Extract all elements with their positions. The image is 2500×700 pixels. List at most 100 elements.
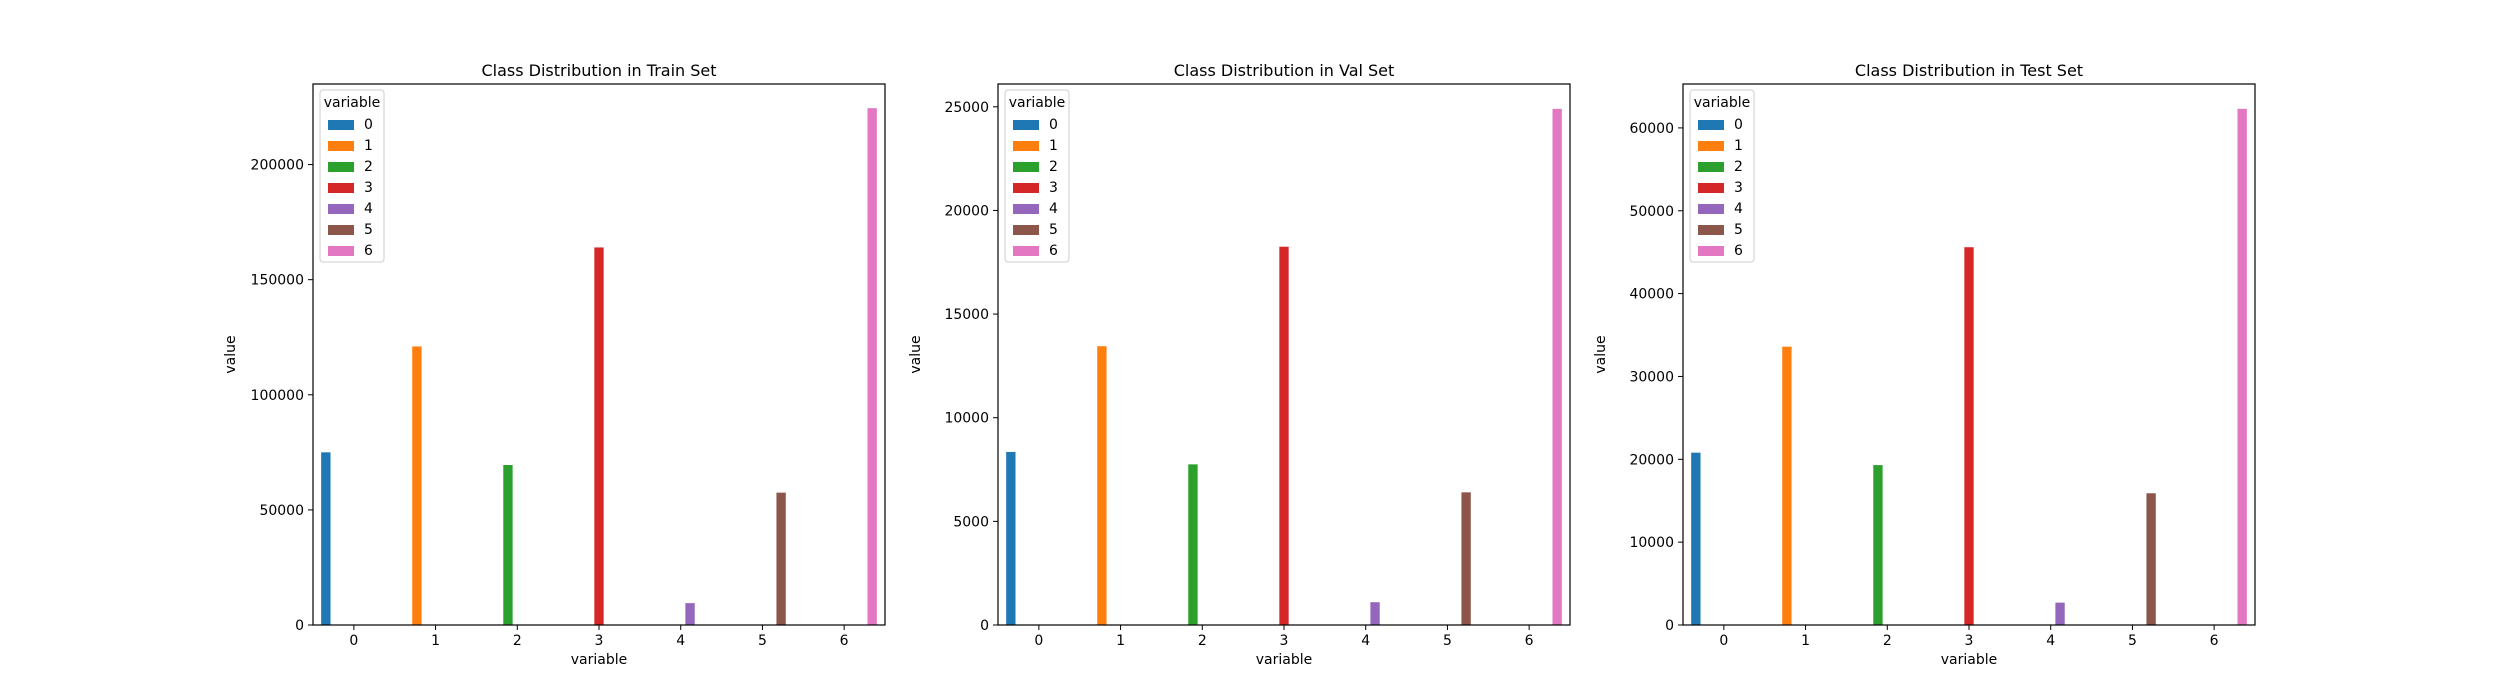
- legend-label: 6: [1734, 243, 1743, 259]
- y-tick-label: 200000: [251, 158, 304, 174]
- legend-swatch-5: [328, 225, 354, 235]
- y-tick-label: 150000: [251, 273, 304, 289]
- x-tick-label: 5: [2128, 633, 2137, 649]
- bar-6: [1552, 108, 1562, 626]
- legend-swatch-3: [328, 183, 354, 193]
- y-tick-label: 15000: [944, 307, 989, 323]
- legend-label: 5: [1049, 222, 1058, 238]
- bar-4: [1370, 602, 1380, 625]
- legend: variable 0 1 2 3 4 5 6: [319, 89, 385, 263]
- legend-swatch-0: [1013, 120, 1039, 130]
- legend-label: 4: [1049, 201, 1058, 217]
- legend-swatch-2: [1013, 162, 1039, 172]
- legend-title: variable: [1009, 95, 1065, 111]
- legend-swatch-1: [328, 141, 354, 151]
- legend-label: 1: [364, 138, 373, 154]
- legend-swatch-3: [1698, 183, 1724, 193]
- chart-title: Class Distribution in Val Set: [1174, 61, 1395, 80]
- legend-swatch-4: [1013, 204, 1039, 214]
- y-tick-label: 0: [980, 618, 989, 634]
- bar-3: [594, 247, 604, 625]
- x-tick-label: 3: [1280, 633, 1289, 649]
- y-tick-label: 40000: [1629, 287, 1674, 303]
- y-axis-label: value: [1593, 335, 1609, 373]
- legend-label: 4: [364, 201, 373, 217]
- legend: variable 0 1 2 3 4 5 6: [1004, 89, 1070, 263]
- y-tick-label: 10000: [944, 411, 989, 427]
- chart-panel-2: 0 1 2 3 4 5 6 0 10000 20000 30000 40000 50000 60000 Cl…: [1593, 61, 2256, 668]
- legend-label: 3: [364, 180, 373, 196]
- x-tick-label: 5: [1443, 633, 1452, 649]
- x-tick-label: 1: [1116, 633, 1125, 649]
- x-axis-label: variable: [571, 652, 627, 668]
- legend-label: 2: [364, 159, 373, 175]
- y-tick-label: 0: [295, 618, 304, 634]
- y-tick-label: 20000: [1629, 452, 1674, 468]
- legend-swatch-5: [1013, 225, 1039, 235]
- bar-1: [412, 346, 422, 625]
- chart-panel-0: 0 1 2 3 4 5 6 0 50000 100000 150000 200000 Class Dis…: [223, 61, 886, 668]
- x-tick-label: 2: [513, 633, 522, 649]
- legend-swatch-1: [1698, 141, 1724, 151]
- x-tick-label: 6: [2210, 633, 2219, 649]
- legend-label: 3: [1049, 180, 1058, 196]
- y-tick-label: 5000: [953, 514, 989, 530]
- legend-box: [319, 89, 385, 263]
- bar-4: [2055, 602, 2065, 625]
- bar-2: [503, 465, 513, 625]
- bar-2: [1873, 465, 1883, 625]
- x-tick-label: 0: [1034, 633, 1043, 649]
- legend-title: variable: [1694, 95, 1750, 111]
- y-axis-label: value: [908, 335, 924, 373]
- legend-swatch-4: [1698, 204, 1724, 214]
- legend-label: 0: [1734, 117, 1743, 133]
- legend: variable 0 1 2 3 4 5 6: [1689, 89, 1755, 263]
- y-tick-label: 60000: [1629, 121, 1674, 137]
- y-tick-label: 20000: [944, 203, 989, 219]
- x-axis-label: variable: [1941, 652, 1997, 668]
- y-tick-label: 25000: [944, 100, 989, 116]
- bar-6: [2237, 108, 2247, 626]
- x-tick-label: 6: [840, 633, 849, 649]
- legend-label: 2: [1734, 159, 1743, 175]
- legend-label: 1: [1049, 138, 1058, 154]
- y-tick-label: 100000: [251, 388, 304, 404]
- x-tick-label: 4: [1361, 633, 1370, 649]
- x-tick-label: 4: [676, 633, 685, 649]
- legend-swatch-6: [328, 246, 354, 256]
- legend-swatch-1: [1013, 141, 1039, 151]
- x-tick-label: 3: [595, 633, 604, 649]
- y-tick-label: 30000: [1629, 369, 1674, 385]
- legend-label: 0: [364, 117, 373, 133]
- x-tick-label: 1: [431, 633, 440, 649]
- bar-0: [1691, 452, 1701, 625]
- x-tick-label: 2: [1198, 633, 1207, 649]
- y-tick-label: 50000: [259, 503, 304, 519]
- legend-swatch-2: [1698, 162, 1724, 172]
- legend-swatch-0: [328, 120, 354, 130]
- bar-3: [1279, 246, 1289, 625]
- legend-swatch-3: [1013, 183, 1039, 193]
- legend-label: 3: [1734, 180, 1743, 196]
- x-tick-label: 2: [1883, 633, 1892, 649]
- y-axis-label: value: [223, 335, 239, 373]
- legend-label: 6: [364, 243, 373, 259]
- x-tick-label: 6: [1525, 633, 1534, 649]
- legend-title: variable: [324, 95, 380, 111]
- legend-swatch-6: [1013, 246, 1039, 256]
- legend-label: 5: [1734, 222, 1743, 238]
- bar-2: [1188, 464, 1198, 625]
- y-tick-label: 50000: [1629, 204, 1674, 220]
- x-axis-label: variable: [1256, 652, 1312, 668]
- bar-5: [2146, 493, 2156, 625]
- chart-title: Class Distribution in Test Set: [1855, 61, 2083, 80]
- legend-swatch-2: [328, 162, 354, 172]
- legend-label: 2: [1049, 159, 1058, 175]
- bar-1: [1782, 346, 1792, 625]
- bar-3: [1964, 247, 1974, 625]
- legend-label: 6: [1049, 243, 1058, 259]
- bar-0: [321, 452, 331, 625]
- x-tick-label: 5: [758, 633, 767, 649]
- chart-panel-1: 0 1 2 3 4 5 6 0 5000 10000 15000 20000 25000 Class Di…: [908, 61, 1571, 668]
